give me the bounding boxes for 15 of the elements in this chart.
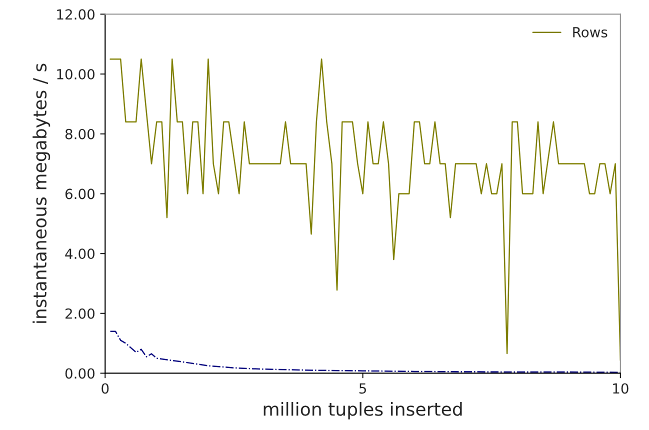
x-tick-label: 10 [613,383,628,394]
x-tick-label: 0 [102,383,109,394]
line-series [110,330,620,373]
y-axis-title: instantaneous megabytes / s [32,64,50,323]
y-tick-label: 10.00 [57,69,94,80]
y-tick-label: 8.00 [65,128,94,140]
y-tick-label: 0.00 [65,368,94,379]
line-series [110,58,620,361]
y-tick-label: 4.00 [65,248,94,260]
x-axis-title: million tuples inserted [264,402,462,420]
y-tick-label: 6.00 [65,188,94,200]
y-tick-label: 12.00 [57,9,94,20]
x-tick-label: 5 [359,383,366,394]
legend-label: Rows [573,27,608,38]
y-tick-label: 2.00 [66,308,94,319]
